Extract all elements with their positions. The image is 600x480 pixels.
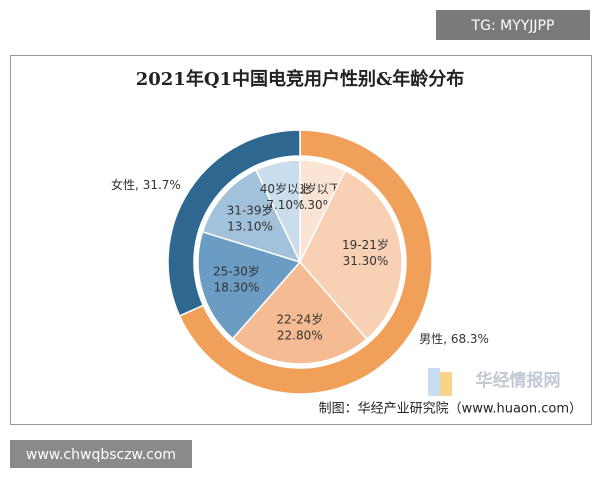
label-separator: , [135, 177, 143, 191]
category-label: 25-30岁 [213, 263, 260, 278]
logo-icon [428, 368, 440, 396]
top-watermark: TG: MYYJJPP [471, 18, 555, 34]
pie-slice [231, 260, 368, 365]
category-label: 40岁以上 [260, 181, 311, 196]
value-label: 22.80% [277, 328, 323, 342]
pie-slice [254, 159, 301, 263]
bottom-watermark: www.chwqbsczw.com [26, 447, 176, 463]
value-label: 68.3% [451, 332, 489, 346]
ring-segment [167, 129, 301, 317]
value-label: 18.30% [214, 280, 260, 294]
pie-slice [197, 230, 302, 340]
category-label: 31-39岁 [227, 202, 274, 217]
pie: 男性, 68.3% 女性, 31.7% 18岁以下 7.30% 19-21岁 31.30%… [111, 129, 489, 395]
category-label: 19-21岁 [342, 237, 389, 252]
source: 制图：华经产业研究院（www.huaon.com） [319, 402, 582, 417]
pie-slice [299, 169, 403, 341]
value-label: 7.10% [266, 198, 304, 212]
value-label: 13.10% [227, 219, 273, 233]
chart-title: 2021年Q1中国电竞用户性别&年龄分布 [136, 68, 465, 90]
category-label: 男性 [419, 332, 443, 346]
outer-label: 男性, 68.3% [419, 332, 489, 346]
top-watermark-bg [436, 10, 590, 40]
category-label: 22-24岁 [276, 311, 323, 326]
bottom-watermark-bg [10, 440, 192, 468]
logo-watermark: 华经情报网 [476, 370, 561, 391]
value-label: 31.7% [143, 177, 181, 191]
category-label: 女性 [111, 176, 135, 191]
label-separator: , [443, 332, 451, 346]
value-label: 7.30% [296, 198, 334, 212]
logo-icon [440, 372, 452, 396]
category-label: 18岁以下 [289, 181, 340, 196]
ring-segment [178, 129, 433, 395]
outer-label: 女性, 31.7% [111, 176, 181, 191]
value-label: 31.30% [343, 254, 389, 268]
pie-slice [201, 169, 302, 264]
